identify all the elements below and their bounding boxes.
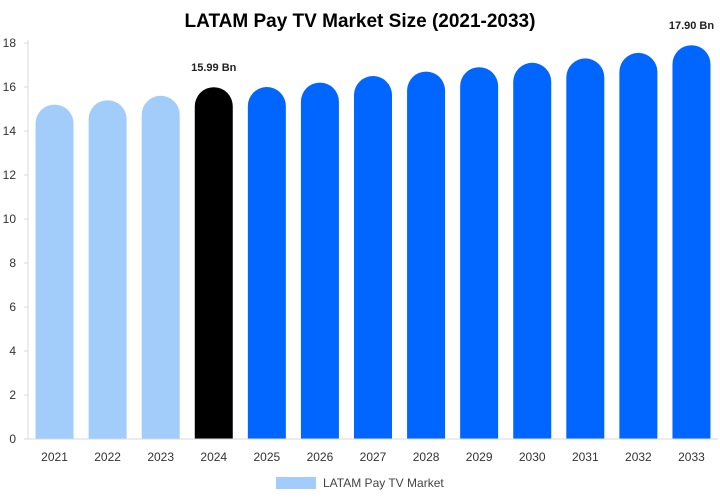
x-tick-label: 2032	[625, 450, 652, 464]
legend-label[interactable]: LATAM Pay TV Market	[323, 476, 444, 490]
data-label-2024: 15.99 Bn	[191, 62, 237, 74]
x-tick-label: 2028	[413, 450, 440, 464]
y-tick-label: 10	[3, 212, 17, 226]
bars-group	[35, 45, 711, 440]
bar-2029[interactable]	[460, 67, 499, 439]
bar-2023[interactable]	[141, 95, 180, 439]
bar-2032[interactable]	[619, 52, 658, 440]
x-tick-label: 2030	[519, 450, 546, 464]
bar-2033[interactable]	[672, 45, 711, 439]
x-tick-label: 2021	[41, 450, 68, 464]
x-tick-label: 2033	[678, 450, 705, 464]
bar-2024[interactable]	[194, 87, 233, 439]
data-labels: 15.99 Bn 17.90 Bn	[191, 20, 714, 74]
x-tick-label: 2022	[94, 450, 121, 464]
bar-2030[interactable]	[513, 62, 552, 439]
bar-2027[interactable]	[354, 76, 392, 439]
x-tick-label: 2025	[253, 450, 280, 464]
bar-2022[interactable]	[88, 100, 127, 439]
chart-title: LATAM Pay TV Market Size (2021-2033)	[185, 11, 536, 32]
x-tick-label: 2023	[147, 450, 174, 464]
x-axis: 2021 2022 2023 2024 2025 2026 2027 2028 2029 2030…	[28, 438, 718, 464]
x-tick-label: 2027	[360, 450, 387, 464]
x-tick-label: 2029	[466, 450, 493, 464]
y-tick-label: 12	[3, 168, 17, 182]
y-axis: 0 2 4 6 8 10 12 14 16 18	[3, 36, 29, 446]
y-tick-label: 8	[9, 256, 16, 270]
y-tick-label: 4	[9, 344, 16, 358]
legend-swatch[interactable]	[276, 477, 316, 489]
bar-2031[interactable]	[566, 58, 605, 440]
y-tick-label: 16	[3, 80, 17, 94]
data-label-2033: 17.90 Bn	[669, 20, 715, 32]
bar-2026[interactable]	[300, 82, 339, 439]
bar-2028[interactable]	[407, 71, 446, 439]
legend[interactable]: LATAM Pay TV Market	[276, 476, 444, 490]
y-tick-label: 2	[9, 388, 16, 402]
y-tick-label: 0	[9, 432, 16, 446]
x-tick-label: 2026	[307, 450, 334, 464]
bar-2025[interactable]	[247, 87, 286, 439]
y-tick-label: 14	[3, 124, 17, 138]
bar-2021[interactable]	[35, 104, 74, 439]
y-tick-label: 18	[3, 36, 17, 50]
x-tick-label: 2024	[200, 450, 227, 464]
x-tick-label: 2031	[572, 450, 599, 464]
y-tick-label: 6	[9, 300, 16, 314]
